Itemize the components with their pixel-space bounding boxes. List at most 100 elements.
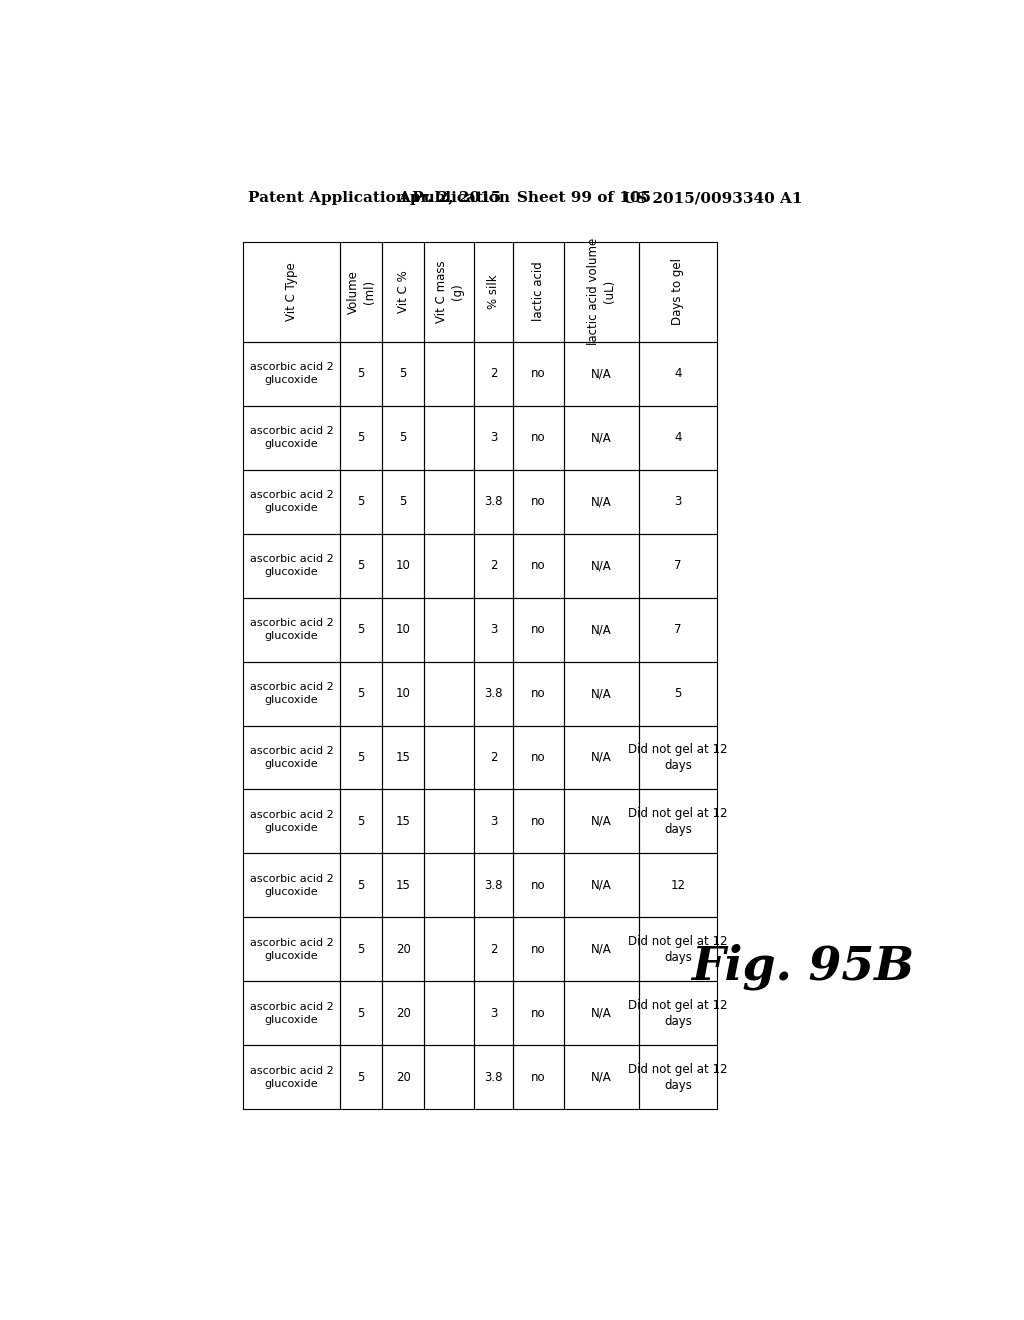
Bar <box>424 854 474 917</box>
Bar <box>563 1045 639 1109</box>
Text: Vit C %: Vit C % <box>396 271 410 313</box>
Text: no: no <box>531 560 546 572</box>
Bar <box>243 242 340 342</box>
Text: 5: 5 <box>357 814 365 828</box>
Bar <box>382 342 424 405</box>
Bar <box>340 598 382 661</box>
Text: 15: 15 <box>395 751 411 764</box>
Text: 20: 20 <box>395 1071 411 1084</box>
Text: Did not gel at 12
days: Did not gel at 12 days <box>628 807 728 836</box>
Bar <box>513 1045 563 1109</box>
Text: 15: 15 <box>395 879 411 892</box>
Text: N/A: N/A <box>591 495 611 508</box>
Bar <box>340 726 382 789</box>
Bar <box>563 533 639 598</box>
Bar <box>382 470 424 533</box>
Text: Did not gel at 12
days: Did not gel at 12 days <box>628 935 728 964</box>
Bar <box>563 598 639 661</box>
Bar <box>563 726 639 789</box>
Text: 5: 5 <box>357 1071 365 1084</box>
Text: N/A: N/A <box>591 623 611 636</box>
Text: 5: 5 <box>674 686 682 700</box>
Text: ascorbic acid 2
glucoxide: ascorbic acid 2 glucoxide <box>250 939 334 961</box>
Bar <box>382 598 424 661</box>
Text: 4: 4 <box>674 432 682 444</box>
Bar <box>639 789 717 854</box>
Bar <box>513 598 563 661</box>
Bar <box>243 854 340 917</box>
Text: N/A: N/A <box>591 686 611 700</box>
Bar <box>474 405 513 470</box>
Text: 10: 10 <box>395 623 411 636</box>
Bar <box>474 854 513 917</box>
Bar <box>243 533 340 598</box>
Text: 3.8: 3.8 <box>484 495 503 508</box>
Text: N/A: N/A <box>591 879 611 892</box>
Text: Vit C mass
(g): Vit C mass (g) <box>434 260 464 323</box>
Text: US 2015/0093340 A1: US 2015/0093340 A1 <box>623 191 802 206</box>
Bar <box>474 342 513 405</box>
Text: N/A: N/A <box>591 751 611 764</box>
Text: 10: 10 <box>395 686 411 700</box>
Text: 3: 3 <box>490 432 498 444</box>
Bar <box>513 405 563 470</box>
Bar <box>639 342 717 405</box>
Text: Did not gel at 12
days: Did not gel at 12 days <box>628 743 728 772</box>
Bar <box>513 726 563 789</box>
Bar <box>243 342 340 405</box>
Bar <box>639 242 717 342</box>
Text: 15: 15 <box>395 814 411 828</box>
Bar <box>474 598 513 661</box>
Bar <box>340 405 382 470</box>
Text: 5: 5 <box>357 495 365 508</box>
Bar <box>382 661 424 726</box>
Bar <box>424 342 474 405</box>
Text: ascorbic acid 2
glucoxide: ascorbic acid 2 glucoxide <box>250 810 334 833</box>
Text: 3.8: 3.8 <box>484 686 503 700</box>
Bar <box>639 917 717 981</box>
Bar <box>513 789 563 854</box>
Bar <box>639 470 717 533</box>
Bar <box>639 598 717 661</box>
Bar <box>424 917 474 981</box>
Bar <box>513 854 563 917</box>
Bar <box>340 917 382 981</box>
Text: no: no <box>531 367 546 380</box>
Bar <box>243 981 340 1045</box>
Bar <box>474 981 513 1045</box>
Text: no: no <box>531 495 546 508</box>
Text: 5: 5 <box>357 942 365 956</box>
Bar <box>474 917 513 981</box>
Text: % silk: % silk <box>487 275 501 309</box>
Text: N/A: N/A <box>591 1071 611 1084</box>
Bar <box>424 405 474 470</box>
Text: Patent Application Publication: Patent Application Publication <box>248 191 510 206</box>
Bar <box>243 405 340 470</box>
Bar <box>513 661 563 726</box>
Text: ascorbic acid 2
glucoxide: ascorbic acid 2 glucoxide <box>250 874 334 896</box>
Text: lactic acid volume
(uL): lactic acid volume (uL) <box>587 238 615 346</box>
Bar <box>563 789 639 854</box>
Text: 3.8: 3.8 <box>484 1071 503 1084</box>
Bar <box>563 854 639 917</box>
Bar <box>382 1045 424 1109</box>
Text: no: no <box>531 751 546 764</box>
Bar <box>474 661 513 726</box>
Text: 2: 2 <box>490 367 498 380</box>
Bar <box>424 661 474 726</box>
Text: 3: 3 <box>490 814 498 828</box>
Text: 3: 3 <box>490 623 498 636</box>
Text: ascorbic acid 2
glucoxide: ascorbic acid 2 glucoxide <box>250 1002 334 1024</box>
Text: N/A: N/A <box>591 814 611 828</box>
Bar <box>340 470 382 533</box>
Text: no: no <box>531 1007 546 1020</box>
Text: no: no <box>531 432 546 444</box>
Bar <box>424 726 474 789</box>
Text: 5: 5 <box>399 367 407 380</box>
Bar <box>563 405 639 470</box>
Bar <box>474 470 513 533</box>
Bar <box>639 405 717 470</box>
Text: 5: 5 <box>357 879 365 892</box>
Text: 3: 3 <box>490 1007 498 1020</box>
Bar <box>340 342 382 405</box>
